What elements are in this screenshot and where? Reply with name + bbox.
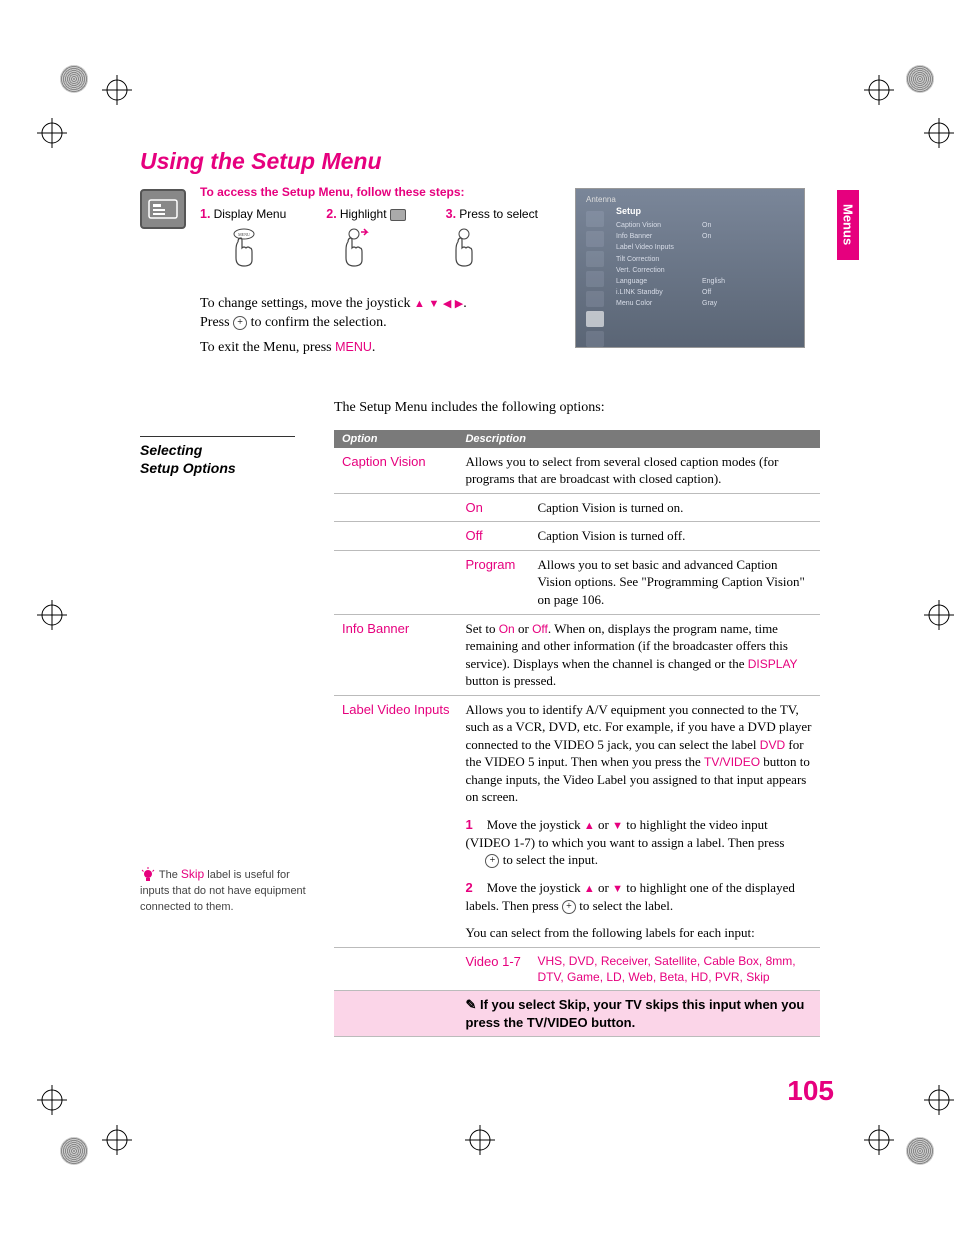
- page-title: Using the Setup Menu: [140, 148, 820, 175]
- screenshot-menu-row: Tilt Correction: [616, 254, 794, 265]
- arrow-left-icon: ◀: [443, 298, 451, 310]
- select-button-icon: +: [562, 900, 576, 914]
- hand-press-icon: MENU: [224, 228, 264, 277]
- page-number: 105: [787, 1075, 834, 1107]
- registration-mark: [924, 1085, 954, 1115]
- screenshot-menu-row: Vert. Correction: [616, 265, 794, 276]
- options-table: Option Description Caption Vision Allows…: [334, 430, 820, 1038]
- registration-mark: [37, 118, 67, 148]
- col-description: Description: [457, 430, 820, 448]
- arrow-right-icon: ▶: [455, 298, 463, 310]
- screenshot-antenna-label: Antenna: [586, 195, 794, 204]
- print-ornament: [60, 1137, 88, 1165]
- print-ornament: [60, 65, 88, 93]
- screenshot-menu-row: Label Video Inputs: [616, 242, 794, 253]
- step-3: 3. Press to select: [446, 207, 538, 222]
- select-button-icon: +: [485, 854, 499, 868]
- lightbulb-tip-icon: [140, 867, 156, 883]
- arrow-up-icon: ▲: [414, 298, 425, 310]
- arrow-up-icon: ▲: [584, 820, 595, 832]
- section-heading: SelectingSetup Options: [140, 441, 300, 477]
- table-row: Program Allows you to set basic and adva…: [334, 550, 820, 614]
- section-divider: [140, 436, 295, 437]
- hand-select-icon: [444, 228, 484, 277]
- table-row: Caption Vision Allows you to select from…: [334, 448, 820, 494]
- tip-box: The Skip label is useful for inputs that…: [140, 866, 315, 916]
- screenshot-menu-rows: Caption VisionOnInfo BannerOnLabel Video…: [586, 220, 794, 310]
- setup-icon-small: [390, 209, 406, 221]
- registration-mark: [924, 118, 954, 148]
- section-tab-menus: Menus: [837, 190, 859, 260]
- registration-mark: [37, 1085, 67, 1115]
- note-row: ✎ If you select Skip, your TV skips this…: [334, 991, 820, 1037]
- arrow-up-icon: ▲: [584, 883, 595, 895]
- table-row: Off Caption Vision is turned off.: [334, 522, 820, 551]
- screenshot-title: Setup: [616, 206, 794, 216]
- screenshot-menu-row: Menu ColorGray: [616, 298, 794, 309]
- screenshot-menu-row: Caption VisionOn: [616, 220, 794, 231]
- registration-mark: [924, 600, 954, 630]
- table-row: On Caption Vision is turned on.: [334, 493, 820, 522]
- table-row: 2 Move the joystick ▲ or ▼ to highlight …: [334, 874, 820, 919]
- table-row: Info Banner Set to On or Off. When on, d…: [334, 614, 820, 695]
- arrow-down-icon: ▼: [428, 298, 439, 310]
- print-ornament: [906, 65, 934, 93]
- arrow-down-icon: ▼: [612, 883, 623, 895]
- options-intro: The Setup Menu includes the following op…: [334, 400, 820, 416]
- registration-mark: [864, 1125, 894, 1155]
- tv-screenshot: Antenna Setup Caption VisionOnInfo Banne…: [575, 188, 805, 348]
- registration-mark: [102, 75, 132, 105]
- step-2: 2. Highlight: [326, 207, 405, 222]
- hand-move-icon: [334, 228, 374, 277]
- table-row: You can select from the following labels…: [334, 919, 820, 947]
- select-button-icon: +: [233, 316, 247, 330]
- registration-mark: [102, 1125, 132, 1155]
- registration-mark: [37, 600, 67, 630]
- screenshot-icon-column: [586, 211, 604, 347]
- setup-menu-icon: [140, 189, 186, 229]
- registration-mark: [465, 1125, 495, 1155]
- screenshot-menu-row: Info BannerOn: [616, 231, 794, 242]
- table-row: 1 Move the joystick ▲ or ▼ to highlight …: [334, 811, 820, 874]
- screenshot-menu-row: i.LINK StandbyOff: [616, 287, 794, 298]
- registration-mark: [864, 75, 894, 105]
- col-option: Option: [334, 430, 457, 448]
- svg-text:MENU: MENU: [238, 232, 250, 237]
- table-row: Label Video Inputs Allows you to identif…: [334, 695, 820, 811]
- screenshot-menu-row: LanguageEnglish: [616, 276, 794, 287]
- print-ornament: [906, 1137, 934, 1165]
- step-1: 1. Display Menu: [200, 207, 286, 222]
- pencil-note-icon: ✎: [465, 997, 476, 1012]
- arrow-down-icon: ▼: [612, 820, 623, 832]
- table-row: Video 1-7 VHS, DVD, Receiver, Satellite,…: [334, 947, 820, 990]
